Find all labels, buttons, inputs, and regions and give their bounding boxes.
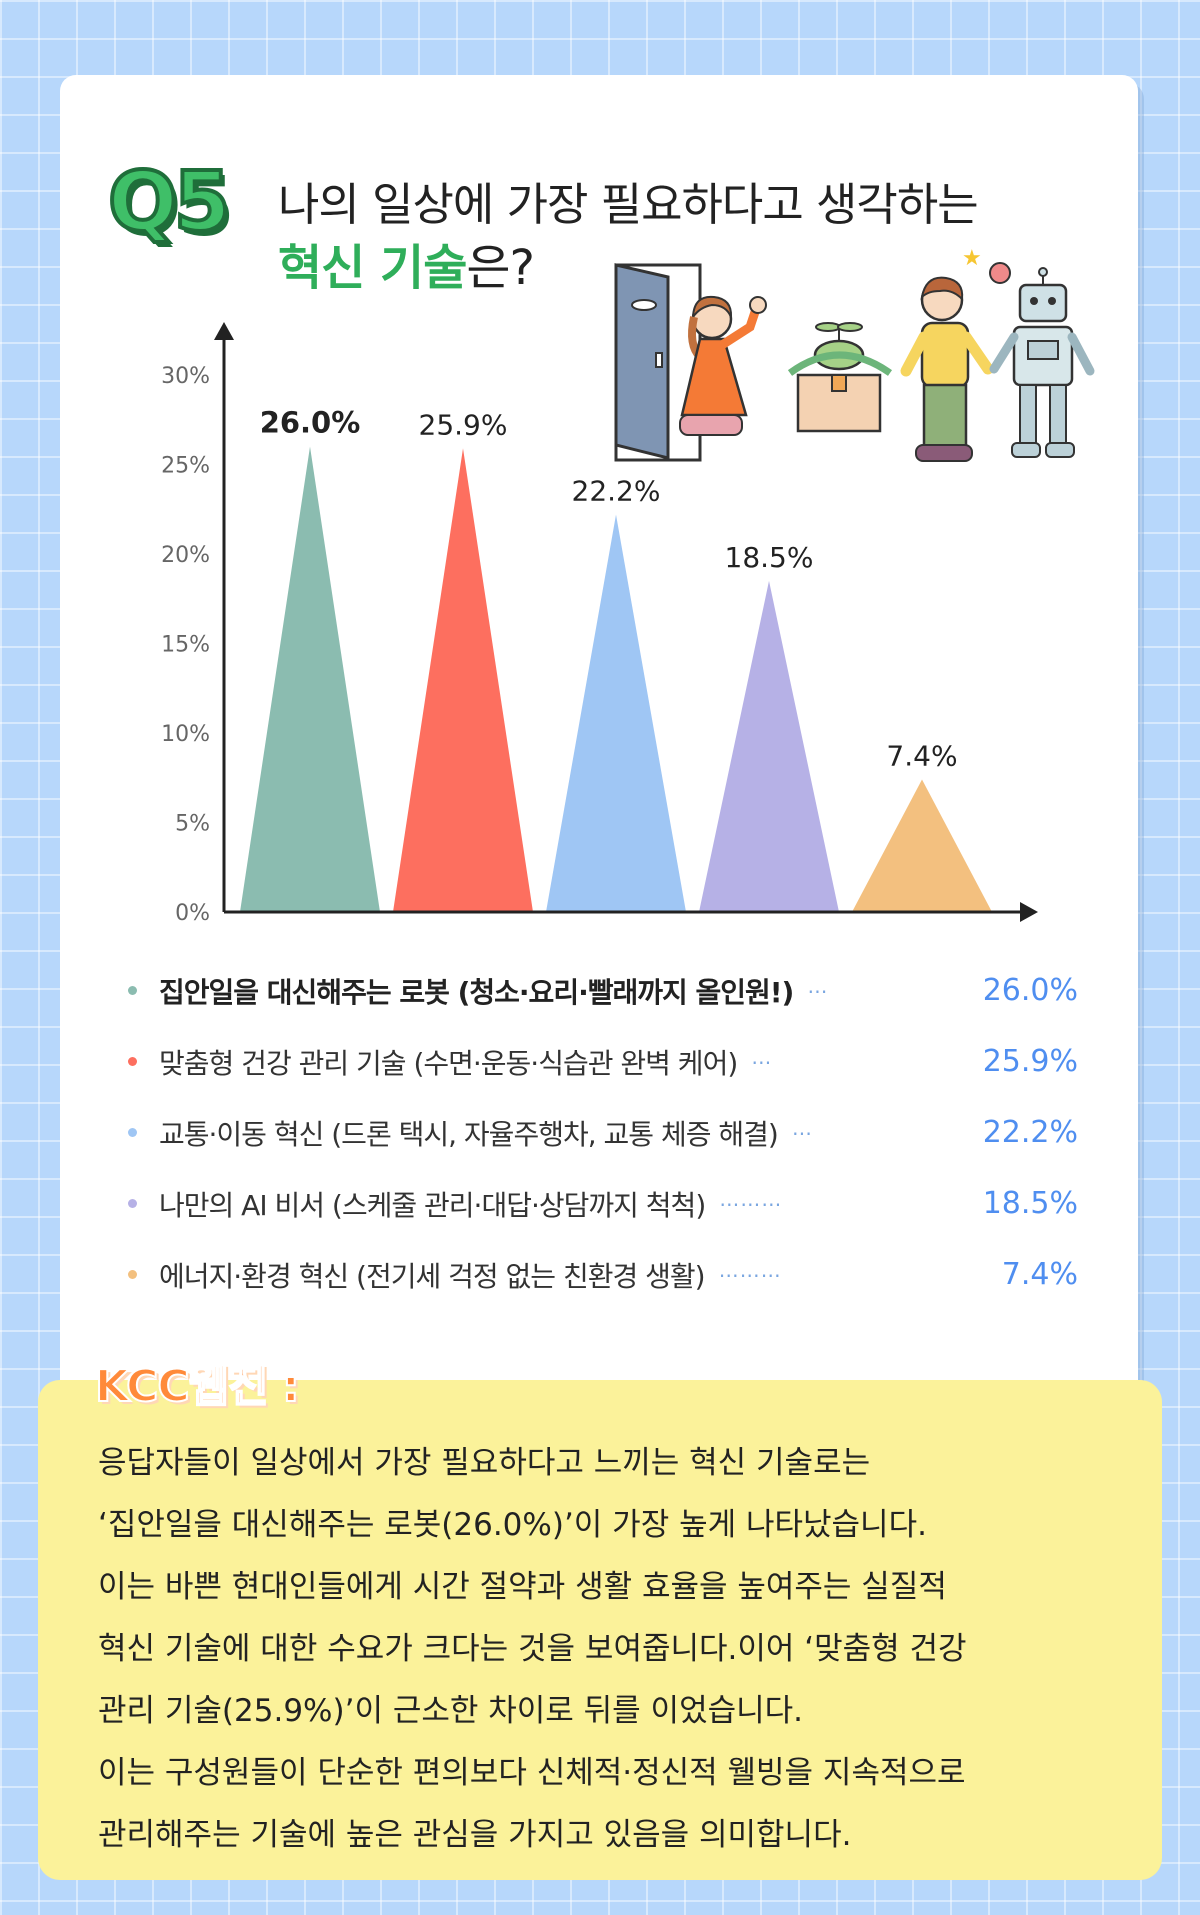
data-label: 25.9%: [419, 408, 508, 441]
legend-leader-dots: ⋯: [807, 978, 829, 1003]
legend-marker: [128, 1057, 137, 1066]
bar-4: [699, 580, 839, 912]
robot-illustration-figure: [989, 267, 1095, 458]
robot-illustration: ★: [614, 246, 1095, 462]
svg-text:★: ★: [962, 246, 982, 271]
legend-value: 7.4%: [1001, 1257, 1078, 1292]
legend-marker: [128, 1199, 137, 1208]
legend-label: 교통·이동 혁신 (드론 택시, 자율주행차, 교통 체증 해결): [159, 1117, 779, 1151]
door-illustration: [614, 263, 702, 462]
legend-leader-dots: ⋯⋯⋯: [719, 1191, 783, 1216]
x-axis-arrow: [1020, 902, 1038, 922]
data-label: 18.5%: [725, 541, 814, 574]
data-label: 22.2%: [572, 475, 661, 508]
legend-item: 집안일을 대신해주는 로봇 (청소·요리·빨래까지 올인원!) ⋯ 26.0%: [128, 955, 1078, 1026]
note-heading: KCC웹진 :: [94, 1360, 301, 1413]
question-badge: Q5: [106, 153, 233, 252]
drone-box-illustration: [787, 322, 893, 433]
bar-5: [852, 779, 992, 912]
data-label: 7.4%: [886, 740, 957, 773]
y-tick-label: 20%: [161, 543, 210, 568]
note-text: 응답자들이 일상에서 가장 필요하다고 느끼는 혁신 기술로는 ‘집안일을 대신해…: [98, 1432, 1098, 1866]
legend-marker: [128, 1270, 137, 1279]
y-tick-label: 10%: [161, 722, 210, 747]
legend-leader-dots: ⋯⋯⋯: [718, 1262, 782, 1287]
y-tick-label: 5%: [175, 812, 210, 837]
note-line: 이는 바쁜 현대인들에게 시간 절약과 생활 효율을 높여주는 실질적: [98, 1569, 947, 1605]
legend-value: 25.9%: [982, 1044, 1078, 1079]
legend-value: 26.0%: [982, 973, 1078, 1008]
y-tick-label: 0%: [175, 901, 210, 926]
note-line: 혁신 기술에 대한 수요가 크다는 것을 보여줍니다.이어 ‘맞춤형 건강: [98, 1631, 967, 1667]
question-title-suffix: 은?: [466, 240, 535, 296]
legend-leader-dots: ⋯: [791, 1120, 813, 1145]
note-line: 관리 기술(25.9%)’이 근소한 차이로 뒤를 이었습니다.: [98, 1693, 804, 1729]
note-line: 관리해주는 기술에 높은 관심을 가지고 있음을 의미합니다.: [98, 1817, 852, 1853]
question-title-highlight: 혁신 기술: [278, 240, 467, 296]
bar-1: [240, 446, 380, 912]
legend-value: 22.2%: [982, 1115, 1078, 1150]
bar-3: [546, 514, 686, 912]
data-label: 26.0%: [260, 406, 361, 440]
legend-marker: [128, 986, 137, 995]
girl-illustration: [679, 295, 767, 436]
y-tick-label: 30%: [161, 364, 210, 389]
y-axis-arrow: [214, 322, 234, 340]
question-title-line2: 혁신 기술은?: [278, 228, 535, 298]
legend-item: 나만의 AI 비서 (스케줄 관리·대답·상담까지 척척) ⋯⋯⋯ 18.5%: [128, 1168, 1078, 1239]
legend-label: 맞춤형 건강 관리 기술 (수면·운동·식습관 완벽 케어): [159, 1046, 738, 1080]
legend-value: 18.5%: [982, 1186, 1078, 1221]
note-line: 이는 구성원들이 단순한 편의보다 신체적·정신적 웰빙을 지속적으로: [98, 1755, 966, 1791]
legend-marker: [128, 1128, 137, 1137]
chart-legend: 집안일을 대신해주는 로봇 (청소·요리·빨래까지 올인원!) ⋯ 26.0% 맞춤형…: [128, 955, 1078, 1310]
question-title-line1: 나의 일상에 가장 필요하다고 생각하는: [278, 178, 979, 231]
y-tick-label: 25%: [161, 454, 210, 479]
note-line: 응답자들이 일상에서 가장 필요하다고 느끼는 혁신 기술로는: [98, 1445, 871, 1481]
legend-label: 나만의 AI 비서 (스케줄 관리·대답·상담까지 척척): [159, 1188, 706, 1222]
legend-label: 에너지·환경 혁신 (전기세 걱정 없는 친환경 생활): [159, 1259, 706, 1293]
note-box: [38, 1380, 1162, 1880]
person-illustration: ★: [900, 246, 1011, 462]
bar-chart: 0% 5% 10% 15% 20% 25% 30% 26.0% 25.9% 22.2% 18.5%…: [161, 322, 1038, 926]
legend-label: 집안일을 대신해주는 로봇 (청소·요리·빨래까지 올인원!): [159, 975, 794, 1009]
bar-2: [393, 448, 533, 912]
y-tick-label: 15%: [161, 633, 210, 658]
legend-leader-dots: ⋯: [751, 1049, 773, 1074]
legend-item: 교통·이동 혁신 (드론 택시, 자율주행차, 교통 체증 해결) ⋯ 22.2%: [128, 1097, 1078, 1168]
legend-item: 맞춤형 건강 관리 기술 (수면·운동·식습관 완벽 케어) ⋯ 25.9%: [128, 1026, 1078, 1097]
note-line: ‘집안일을 대신해주는 로봇(26.0%)’이 가장 높게 나타났습니다.: [98, 1507, 927, 1543]
legend-item: 에너지·환경 혁신 (전기세 걱정 없는 친환경 생활) ⋯⋯⋯ 7.4%: [128, 1239, 1078, 1310]
